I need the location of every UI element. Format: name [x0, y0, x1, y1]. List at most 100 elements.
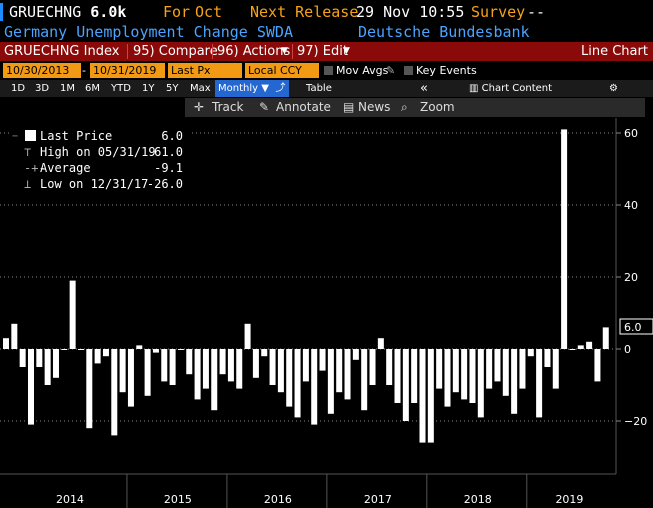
ticker-box[interactable]: GRUECHNG 6.0k — [0, 3, 129, 21]
bar — [544, 349, 551, 367]
bar — [277, 349, 284, 393]
bar — [469, 349, 476, 403]
bar — [394, 349, 401, 403]
bar — [119, 349, 126, 393]
divider — [292, 44, 293, 59]
edit-menu[interactable]: 97) Edit — [297, 44, 348, 59]
gear-icon[interactable]: ⚙ — [609, 83, 618, 94]
next-release-value: 29 Nov 10:55 — [356, 3, 465, 21]
range-3d[interactable]: 3D — [35, 83, 50, 94]
bar — [327, 349, 334, 414]
chart-type-label[interactable]: Line Chart — [581, 44, 648, 59]
bar — [261, 349, 268, 357]
bar — [144, 349, 151, 396]
legend-collapse-icon[interactable]: − — [12, 131, 18, 142]
for-label: For — [163, 3, 191, 21]
bar — [452, 349, 459, 393]
y-tick-label: 0 — [624, 343, 631, 356]
bar — [319, 349, 326, 371]
options-bar: 10/30/2013 - 10/31/2019 Last Px Local CC… — [0, 62, 653, 79]
annotate-button[interactable]: Annotate — [276, 98, 331, 117]
zoom-icon[interactable]: ⌕ — [401, 98, 408, 117]
y-tick-label: 20 — [624, 271, 638, 284]
security-description: Germany Unemployment Change SWDA — [4, 23, 293, 41]
bar — [594, 349, 601, 382]
bar — [552, 349, 559, 389]
bar — [502, 349, 509, 396]
bar — [19, 349, 26, 367]
pencil-icon[interactable]: ✎ — [386, 64, 396, 77]
compare-menu[interactable]: 95) Compare — [133, 44, 218, 59]
range-1d[interactable]: 1D — [11, 83, 26, 94]
bar — [136, 345, 143, 349]
bar — [219, 349, 226, 375]
bar — [511, 349, 518, 414]
last-value-marker: 6.0 — [619, 318, 653, 335]
range-ytd[interactable]: YTD — [111, 83, 131, 94]
range-max[interactable]: Max — [190, 83, 211, 94]
legend-low-value: -26.0 — [147, 177, 183, 191]
key-events-checkbox[interactable] — [404, 66, 413, 75]
y-axis: 60 40 20 0 −20 — [615, 118, 647, 474]
bar — [536, 349, 543, 418]
bar — [202, 349, 209, 389]
zoom-button[interactable]: Zoom — [420, 98, 455, 117]
bar — [177, 349, 184, 350]
bar — [377, 338, 384, 349]
field-select[interactable]: Last Px — [168, 63, 242, 78]
bar — [369, 349, 376, 385]
crosshair-icon[interactable]: ✛ — [194, 98, 205, 117]
track-button[interactable]: Track — [212, 98, 244, 117]
legend: − Last Price 6.0 ⊤ High on 05/31/19 61.0… — [10, 128, 190, 196]
mov-avgs-checkbox[interactable] — [324, 66, 333, 75]
end-date-input[interactable]: 10/31/2019 — [90, 63, 165, 78]
range-5y[interactable]: 5Y — [166, 83, 179, 94]
news-icon[interactable]: ▤ — [343, 98, 355, 117]
x-tick-label: 2015 — [164, 493, 192, 506]
table-button[interactable]: Table — [306, 83, 332, 94]
chart-content-label: Chart Content — [481, 83, 553, 94]
bar — [419, 349, 426, 443]
bar — [27, 349, 34, 425]
actions-dropdown-icon[interactable]: ▼ — [281, 46, 288, 56]
last-value-label: 6.0 — [624, 321, 642, 334]
bar — [211, 349, 218, 411]
x-tick-label: 2019 — [555, 493, 583, 506]
start-date-input[interactable]: 10/30/2013 — [3, 63, 81, 78]
range-6m[interactable]: 6M — [85, 83, 100, 94]
frequency-label: Monthly — [218, 83, 259, 94]
bar — [152, 349, 159, 353]
bar — [311, 349, 318, 425]
bar — [194, 349, 201, 400]
last-price-swatch — [25, 130, 36, 141]
collapse-icon[interactable]: « — [420, 81, 428, 96]
bar — [577, 345, 584, 349]
bar — [344, 349, 351, 400]
line-chart-icon[interactable]: ⤴ — [272, 80, 289, 97]
frequency-select[interactable]: Monthly ▼ — [215, 80, 272, 97]
bar — [3, 338, 9, 349]
chart-content-button[interactable]: ▥ Chart Content — [469, 83, 553, 94]
edit-dropdown-icon[interactable]: ▼ — [343, 46, 350, 56]
legend-average-value: -9.1 — [154, 161, 183, 175]
ticker-value: 6.0k — [90, 3, 127, 21]
news-button[interactable]: News — [358, 98, 391, 117]
bar — [586, 341, 593, 349]
average-marker-icon: -+- — [24, 161, 46, 175]
annotate-icon[interactable]: ✎ — [259, 98, 270, 117]
range-1m[interactable]: 1M — [60, 83, 75, 94]
high-marker-icon: ⊤ — [24, 145, 31, 159]
tools-background — [185, 98, 645, 117]
bar — [252, 349, 259, 378]
legend-high-label: High on 05/31/19 — [40, 145, 156, 159]
bar — [269, 349, 276, 385]
index-label[interactable]: GRUECHNG Index — [4, 44, 120, 59]
actions-menu[interactable]: 96) Actions — [217, 44, 291, 59]
range-1y[interactable]: 1Y — [142, 83, 155, 94]
bar — [244, 323, 251, 349]
bar — [561, 129, 568, 349]
bar — [86, 349, 93, 429]
currency-select[interactable]: Local CCY — [245, 63, 319, 78]
y-tick-label: 40 — [624, 199, 638, 212]
